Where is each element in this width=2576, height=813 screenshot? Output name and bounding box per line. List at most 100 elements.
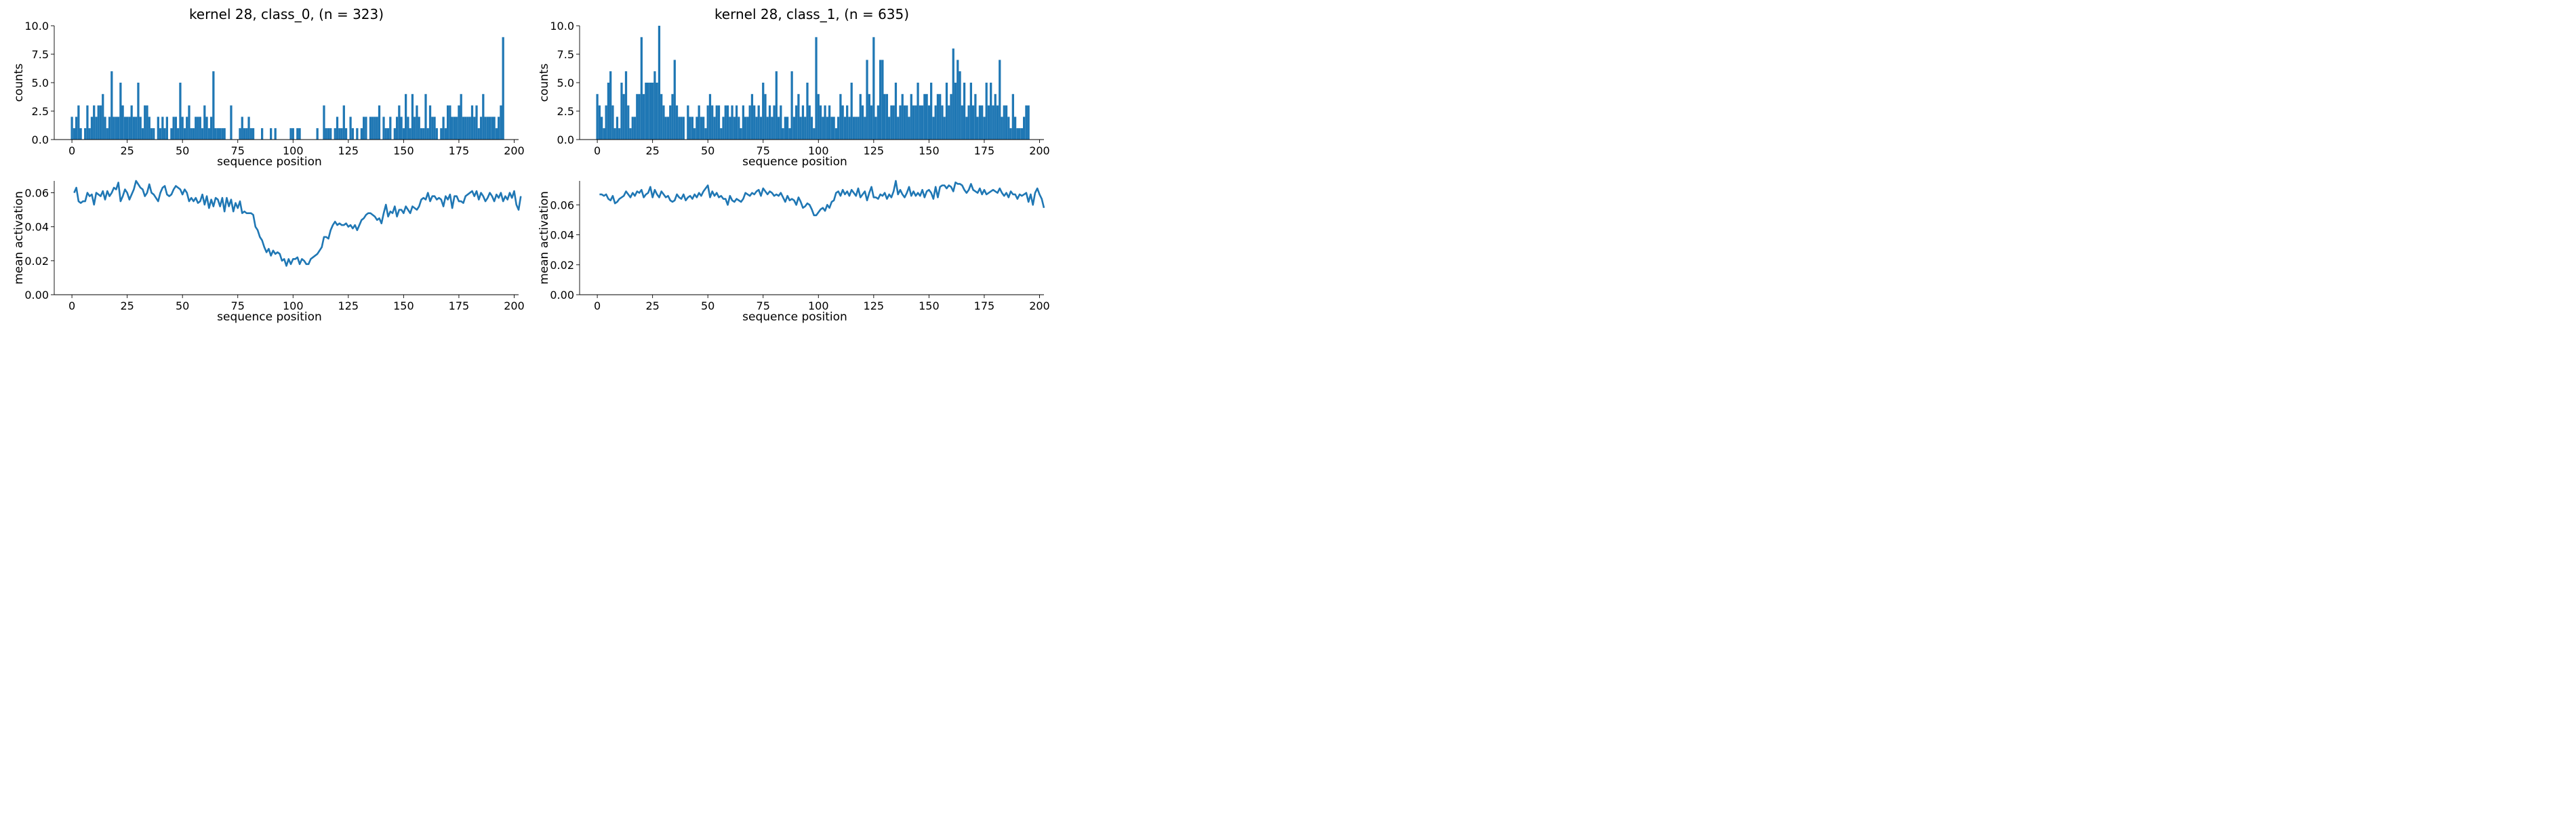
bar-position-187 [484, 117, 487, 140]
y-tick-label: 10.0 [24, 20, 49, 33]
bar-position-188 [486, 117, 489, 140]
bar-position-185 [1005, 105, 1008, 140]
chart-panel-4: 0 25 50 75 100 125 150 175 200 0.00 0.02 0.04 0.06 se… [538, 180, 1050, 324]
bar-position-34 [146, 105, 148, 140]
bar-position-41 [687, 105, 689, 140]
bar-position-183 [1001, 117, 1003, 140]
bar-position-33 [144, 105, 146, 140]
y-tick-label: 0.00 [550, 289, 574, 301]
mean-activation-line [73, 180, 522, 267]
bar-position-177 [987, 105, 990, 140]
y-tick-label: 5.0 [32, 77, 49, 89]
bar-position-159 [422, 128, 425, 140]
bar-position-151 [930, 83, 933, 140]
bar-position-85 [784, 117, 786, 140]
bar-position-43 [165, 117, 168, 140]
bar-position-25 [651, 83, 654, 140]
bar-position-59 [201, 128, 204, 140]
bar-position-190 [491, 117, 494, 140]
y-tick-label: 0.06 [24, 187, 49, 200]
bar-position-63 [209, 117, 213, 140]
bar-position-80 [247, 117, 250, 140]
bar-position-116 [327, 128, 330, 140]
bar-position-182 [473, 117, 476, 140]
y-tick-label: 0.0 [557, 133, 574, 146]
bar-position-7 [611, 105, 614, 140]
bar-position-173 [453, 117, 456, 140]
bar-position-22 [119, 83, 122, 140]
bar-position-76 [764, 93, 767, 140]
x-tick-label: 75 [757, 144, 770, 157]
bar-position-82 [251, 128, 255, 140]
bar-position-130 [883, 93, 886, 140]
bar-position-143 [912, 105, 915, 140]
bar-position-175 [458, 105, 460, 140]
bar-position-58 [199, 117, 201, 140]
bar-position-170 [971, 105, 975, 140]
bar-position-158 [420, 128, 423, 140]
x-tick-label: 75 [231, 144, 245, 157]
bar-position-139 [378, 105, 381, 140]
bar-position-123 [868, 93, 870, 140]
bar-position-102 [822, 117, 824, 140]
bar-position-21 [642, 93, 645, 140]
bar-position-3 [603, 128, 605, 140]
bar-position-55 [192, 128, 195, 140]
bar-position-43 [691, 117, 693, 140]
bar-position-75 [762, 83, 765, 140]
bar-position-42 [689, 117, 691, 140]
bar-position-146 [393, 128, 396, 140]
bar-position-110 [839, 93, 842, 140]
bar-position-125 [872, 37, 875, 140]
bar-position-14 [627, 105, 630, 140]
mean-activation-line [599, 180, 1045, 217]
bar-position-2 [600, 117, 603, 140]
bar-position-103 [298, 128, 301, 140]
bar-position-27 [130, 105, 133, 140]
bar-position-77 [241, 117, 243, 140]
bar-position-195 [502, 37, 504, 140]
bar-position-7 [86, 105, 89, 140]
bar-position-119 [859, 93, 862, 140]
x-tick-label: 0 [68, 299, 75, 312]
bar-position-9 [90, 117, 94, 140]
bar-position-164 [959, 71, 961, 140]
bar-position-150 [402, 128, 405, 140]
bar-position-28 [132, 117, 136, 140]
x-tick-label: 200 [504, 144, 525, 157]
bar-position-32 [141, 128, 144, 140]
bar-position-121 [338, 128, 341, 140]
x-tick-label: 50 [176, 144, 189, 157]
bar-position-169 [969, 83, 972, 140]
bar-position-117 [329, 128, 332, 140]
x-tick-label: 100 [283, 144, 304, 157]
bar-position-56 [720, 128, 723, 140]
y-tick-label: 7.5 [32, 48, 49, 61]
bar-position-17 [633, 117, 637, 140]
bar-position-86 [786, 117, 789, 140]
bar-position-189 [1013, 117, 1017, 140]
bar-position-157 [943, 117, 946, 140]
bar-position-137 [374, 117, 376, 140]
bar-position-120 [336, 117, 339, 140]
bar-position-167 [965, 117, 968, 140]
bar-position-131 [885, 93, 889, 140]
bar-position-76 [239, 128, 241, 140]
bar-position-73 [757, 105, 760, 140]
bar-position-154 [936, 93, 940, 140]
x-tick-label: 50 [176, 299, 189, 312]
bar-position-163 [957, 60, 959, 140]
bar-position-133 [365, 117, 367, 140]
bar-position-72 [755, 117, 758, 140]
bar-position-89 [792, 117, 796, 140]
bar-position-16 [631, 117, 634, 140]
bar-position-22 [645, 83, 647, 140]
bar-position-82 [777, 117, 780, 140]
bar-position-69 [223, 128, 226, 140]
bar-position-138 [901, 93, 904, 140]
bar-position-163 [431, 117, 434, 140]
bar-position-186 [1007, 117, 1010, 140]
bar-position-129 [881, 60, 884, 140]
bar-position-100 [817, 93, 820, 140]
x-tick-label: 150 [919, 144, 940, 157]
